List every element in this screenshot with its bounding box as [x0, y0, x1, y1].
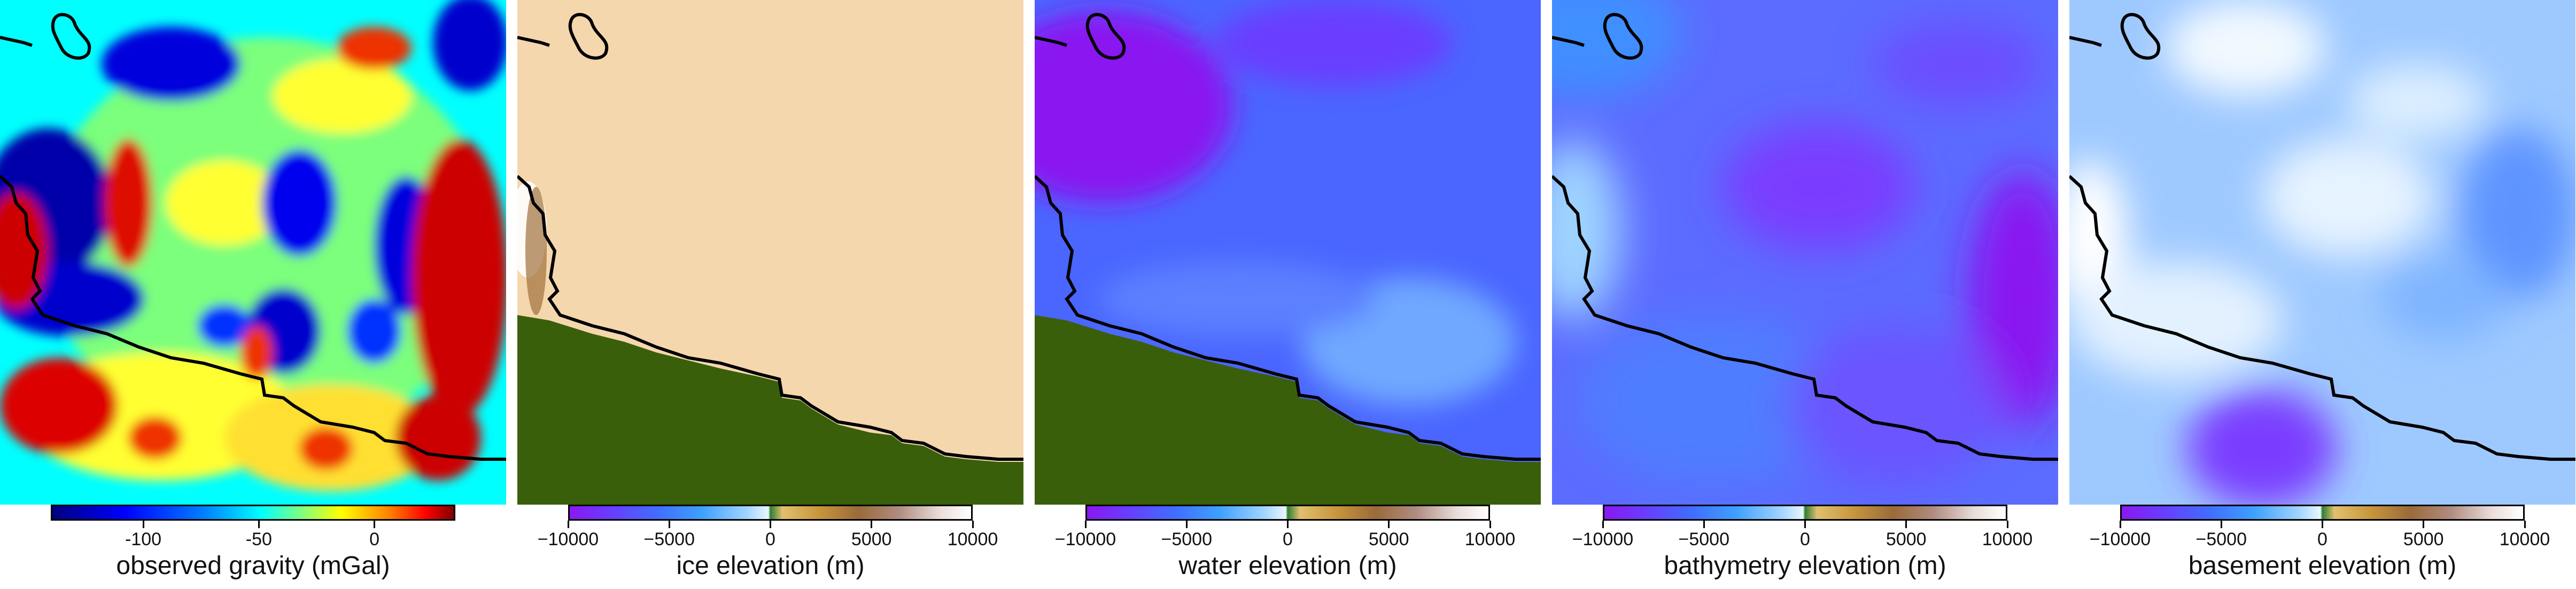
basement-tick-label: −5000 — [2196, 529, 2247, 550]
ice-tick-mark — [770, 521, 771, 528]
water-tick-label: −10000 — [1055, 529, 1116, 550]
gravity-colorbar — [51, 505, 455, 521]
gravity-tick-label: -50 — [246, 529, 272, 550]
basement-tick-mark — [2423, 521, 2424, 528]
gravity-tick-label: 0 — [369, 529, 379, 550]
water-tick-label: 5000 — [1369, 529, 1409, 550]
panel-basement: −10000 −5000 0 5000 10000 basement elevation… — [2069, 0, 2575, 589]
bathymetry-map-image — [1552, 0, 2058, 505]
panel-gravity: -100 -50 0 observed gravity (mGal) — [0, 0, 506, 589]
bathymetry-map — [1552, 0, 2058, 505]
panel-ice: −10000 −5000 0 5000 10000 ice elevation (m) — [517, 0, 1023, 589]
basement-tick-mark — [2120, 521, 2121, 528]
water-tick-mark — [1085, 521, 1087, 528]
water-tick-label: 10000 — [1465, 529, 1516, 550]
bathymetry-title: bathymetry elevation (m) — [1552, 551, 2058, 580]
gravity-tick-mark — [258, 521, 260, 528]
water-map-image — [1035, 0, 1541, 505]
bathymetry-colorbar — [1603, 505, 2007, 521]
panel-water: −10000 −5000 0 5000 10000 water elevation (m… — [1035, 0, 1541, 589]
ice-map — [517, 0, 1023, 505]
ice-tick-mark — [568, 521, 569, 528]
bathymetry-tick-label: 5000 — [1886, 529, 1927, 550]
basement-map-image — [2069, 0, 2575, 505]
gravity-tick-mark — [143, 521, 144, 528]
basement-tick-label: 5000 — [2403, 529, 2444, 550]
bathymetry-tick-mark — [2007, 521, 2008, 528]
water-tick-label: 0 — [1283, 529, 1293, 550]
bathymetry-tick-label: −10000 — [1572, 529, 1633, 550]
basement-tick-mark — [2524, 521, 2526, 528]
basement-tick-label: −10000 — [2090, 529, 2151, 550]
ice-tick-mark — [972, 521, 974, 528]
ice-title: ice elevation (m) — [517, 551, 1023, 580]
ice-tick-label: 0 — [765, 529, 775, 550]
water-tick-mark — [1388, 521, 1390, 528]
ice-tick-label: −5000 — [644, 529, 695, 550]
basement-colorbar-ticks: −10000 −5000 0 5000 10000 — [2120, 521, 2525, 553]
ice-colorbar-ticks: −10000 −5000 0 5000 10000 — [568, 521, 973, 553]
bathymetry-tick-mark — [1905, 521, 1907, 528]
water-map — [1035, 0, 1541, 505]
bathymetry-tick-label: −5000 — [1679, 529, 1730, 550]
water-title: water elevation (m) — [1035, 551, 1541, 580]
basement-tick-mark — [2221, 521, 2222, 528]
basement-tick-mark — [2322, 521, 2323, 528]
water-colorbar-ticks: −10000 −5000 0 5000 10000 — [1085, 521, 1490, 553]
ice-tick-label: −10000 — [538, 529, 599, 550]
ice-tick-mark — [669, 521, 670, 528]
basement-tick-label: 0 — [2317, 529, 2327, 550]
gravity-map — [0, 0, 506, 505]
bathymetry-tick-mark — [1804, 521, 1806, 528]
ice-map-image — [517, 0, 1023, 505]
basement-title: basement elevation (m) — [2069, 551, 2575, 580]
panel-bathymetry: −10000 −5000 0 5000 10000 bathymetry elevati… — [1552, 0, 2058, 589]
gravity-map-image — [0, 0, 506, 505]
bathymetry-tick-label: 10000 — [1982, 529, 2033, 550]
ice-tick-mark — [871, 521, 872, 528]
water-colorbar — [1085, 505, 1490, 521]
gravity-colorbar-ticks: -100 -50 0 — [51, 521, 455, 553]
basement-map — [2069, 0, 2575, 505]
bathymetry-tick-mark — [1602, 521, 1604, 528]
water-tick-label: −5000 — [1161, 529, 1213, 550]
basement-tick-label: 10000 — [2500, 529, 2550, 550]
basement-colorbar — [2120, 505, 2525, 521]
water-tick-mark — [1489, 521, 1491, 528]
ice-tick-label: 5000 — [851, 529, 892, 550]
bathymetry-tick-mark — [1703, 521, 1705, 528]
water-tick-mark — [1186, 521, 1188, 528]
bathymetry-tick-label: 0 — [1800, 529, 1810, 550]
gravity-title: observed gravity (mGal) — [0, 551, 506, 580]
water-tick-mark — [1287, 521, 1289, 528]
ice-tick-label: 10000 — [948, 529, 998, 550]
gravity-tick-mark — [374, 521, 375, 528]
ice-colorbar — [568, 505, 973, 521]
gravity-tick-label: -100 — [125, 529, 161, 550]
bathymetry-colorbar-ticks: −10000 −5000 0 5000 10000 — [1603, 521, 2007, 553]
